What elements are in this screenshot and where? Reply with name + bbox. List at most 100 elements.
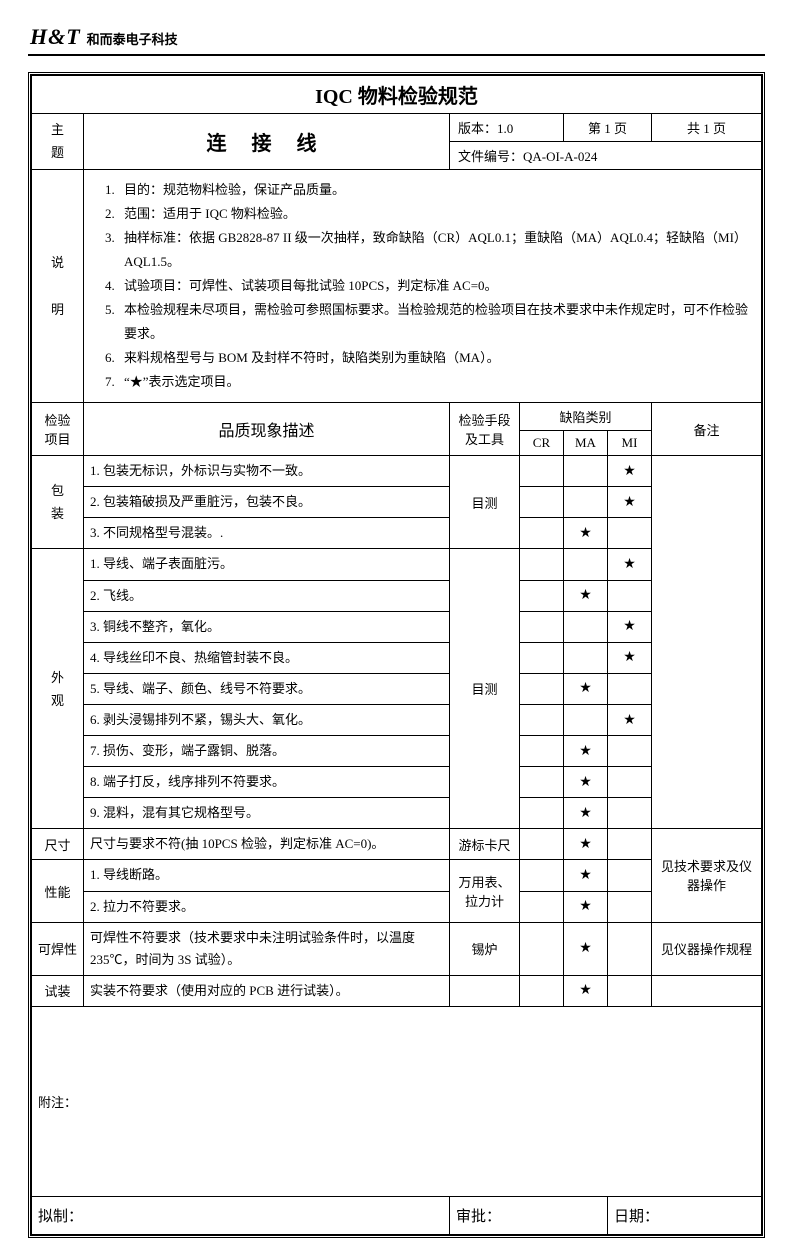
table-row: 可焊性可焊性不符要求（技术要求中未注明试验条件时，以温度 235℃，时间为 3S… <box>32 922 762 975</box>
desc-cell: 1. 导线、端子表面脏污。 <box>84 549 450 580</box>
cr-cell <box>519 704 563 735</box>
cr-cell <box>519 487 563 518</box>
ma-cell <box>563 704 607 735</box>
mi-cell <box>607 767 651 798</box>
main-table: IQC 物料检验规范 主题 连 接 线 版本：1.0 第 1 页 共 1 页 文… <box>31 75 762 1235</box>
desc-cell: 尺寸与要求不符(抽 10PCS 检验，判定标准 AC=0)。 <box>84 829 450 860</box>
cr-cell <box>519 518 563 549</box>
table-row: 尺寸尺寸与要求不符(抽 10PCS 检验，判定标准 AC=0)。游标卡尺★见技术… <box>32 829 762 860</box>
title-row: IQC 物料检验规范 <box>32 76 762 114</box>
ma-cell <box>563 487 607 518</box>
cr-cell <box>519 736 563 767</box>
mi-cell <box>607 975 651 1006</box>
cr-cell <box>519 975 563 1006</box>
mi-cell <box>607 829 651 860</box>
desc-cell: 4. 导线丝印不良、热缩管封装不良。 <box>84 642 450 673</box>
desc-cell: 3. 铜线不整齐，氧化。 <box>84 611 450 642</box>
desc-cell: 1. 导线断路。 <box>84 860 450 891</box>
sign-make: 拟制： <box>32 1196 450 1234</box>
remark-cell: 见技术要求及仪器操作 <box>651 829 761 922</box>
tool-cell: 目测 <box>449 456 519 549</box>
mi-cell: ★ <box>607 704 651 735</box>
mi-cell <box>607 798 651 829</box>
tool-cell: 万用表、拉力计 <box>449 860 519 922</box>
mi-cell <box>607 518 651 549</box>
tool-cell <box>449 975 519 1006</box>
ma-cell: ★ <box>563 767 607 798</box>
ma-cell: ★ <box>563 673 607 704</box>
mi-cell <box>607 891 651 922</box>
cr-cell <box>519 922 563 975</box>
col-ma: MA <box>563 431 607 456</box>
cr-cell <box>519 891 563 922</box>
explain-item: 本检验规程未尽项目，需检验可参照国标要求。当检验规范的检验项目在技术要求中未作规… <box>118 298 755 346</box>
cr-cell <box>519 829 563 860</box>
company-name: 和而泰电子科技 <box>87 29 178 48</box>
mi-cell <box>607 922 651 975</box>
subject: 连 接 线 <box>84 114 450 170</box>
cr-cell <box>519 642 563 673</box>
desc-cell: 2. 包装箱破损及严重脏污，包装不良。 <box>84 487 450 518</box>
ma-cell <box>563 642 607 673</box>
group-name: 性能 <box>32 860 84 922</box>
cr-cell <box>519 673 563 704</box>
explain-item: 范围：适用于 IQC 物料检验。 <box>118 202 755 226</box>
ma-cell <box>563 456 607 487</box>
table-row: 试装实装不符要求（使用对应的 PCB 进行试装）。★ <box>32 975 762 1006</box>
desc-cell: 1. 包装无标识，外标识与实物不一致。 <box>84 456 450 487</box>
desc-cell: 实装不符要求（使用对应的 PCB 进行试装）。 <box>84 975 450 1006</box>
mi-cell <box>607 580 651 611</box>
page-cell: 第 1 页 <box>563 114 651 142</box>
cr-cell <box>519 549 563 580</box>
desc-cell: 3. 不同规格型号混装。. <box>84 518 450 549</box>
ma-cell: ★ <box>563 518 607 549</box>
cr-cell <box>519 860 563 891</box>
total-cell: 共 1 页 <box>651 114 761 142</box>
appendix-row: 附注： <box>32 1006 762 1196</box>
appendix-label: 附注： <box>38 1095 77 1110</box>
desc-cell: 9. 混料，混有其它规格型号。 <box>84 798 450 829</box>
explain-item: “★”表示选定项目。 <box>118 370 755 394</box>
group-name: 尺寸 <box>32 829 84 860</box>
desc-cell: 2. 飞线。 <box>84 580 450 611</box>
ma-cell: ★ <box>563 829 607 860</box>
doc-title: IQC 物料检验规范 <box>32 76 762 114</box>
desc-cell: 6. 剥头浸锡排列不紧，锡头大、氧化。 <box>84 704 450 735</box>
ma-cell: ★ <box>563 922 607 975</box>
desc-cell: 2. 拉力不符要求。 <box>84 891 450 922</box>
version-cell: 版本：1.0 <box>449 114 563 142</box>
tool-cell: 游标卡尺 <box>449 829 519 860</box>
explain-row: 说明 目的：规范物料检验，保证产品质量。范围：适用于 IQC 物料检验。抽样标准… <box>32 169 762 402</box>
desc-cell: 5. 导线、端子、颜色、线号不符要求。 <box>84 673 450 704</box>
appendix-cell: 附注： <box>32 1006 762 1196</box>
ma-cell: ★ <box>563 975 607 1006</box>
sign-date: 日期： <box>607 1196 761 1234</box>
header: H&T 和而泰电子科技 <box>28 24 765 50</box>
cr-cell <box>519 798 563 829</box>
col-mi: MI <box>607 431 651 456</box>
explain-item: 目的：规范物料检验，保证产品质量。 <box>118 178 755 202</box>
sign-row: 拟制： 审批： 日期： <box>32 1196 762 1234</box>
ma-cell: ★ <box>563 891 607 922</box>
desc-cell: 7. 损伤、变形，端子露铜、脱落。 <box>84 736 450 767</box>
ma-cell: ★ <box>563 580 607 611</box>
mi-cell <box>607 860 651 891</box>
tool-cell: 锡炉 <box>449 922 519 975</box>
explain-item: 试验项目：可焊性、试装项目每批试验 10PCS，判定标准 AC=0。 <box>118 274 755 298</box>
col-item: 检验项目 <box>32 403 84 456</box>
col-header-1: 检验项目 品质现象描述 检验手段及工具 缺陷类别 备注 <box>32 403 762 431</box>
ma-cell: ★ <box>563 860 607 891</box>
subject-row-1: 主题 连 接 线 版本：1.0 第 1 页 共 1 页 <box>32 114 762 142</box>
cr-cell <box>519 767 563 798</box>
col-remark: 备注 <box>651 403 761 456</box>
ma-cell: ★ <box>563 798 607 829</box>
mi-cell: ★ <box>607 611 651 642</box>
col-defect: 缺陷类别 <box>519 403 651 431</box>
header-rule <box>28 54 765 56</box>
desc-cell: 8. 端子打反，线序排列不符要求。 <box>84 767 450 798</box>
explain-item: 抽样标准：依据 GB2828-87 II 级一次抽样，致命缺陷（CR）AQL0.… <box>118 226 755 274</box>
group-name: 可焊性 <box>32 922 84 975</box>
mi-cell: ★ <box>607 487 651 518</box>
group-name: 外观 <box>32 549 84 829</box>
docno-cell: 文件编号：QA-OI-A-024 <box>449 141 761 169</box>
